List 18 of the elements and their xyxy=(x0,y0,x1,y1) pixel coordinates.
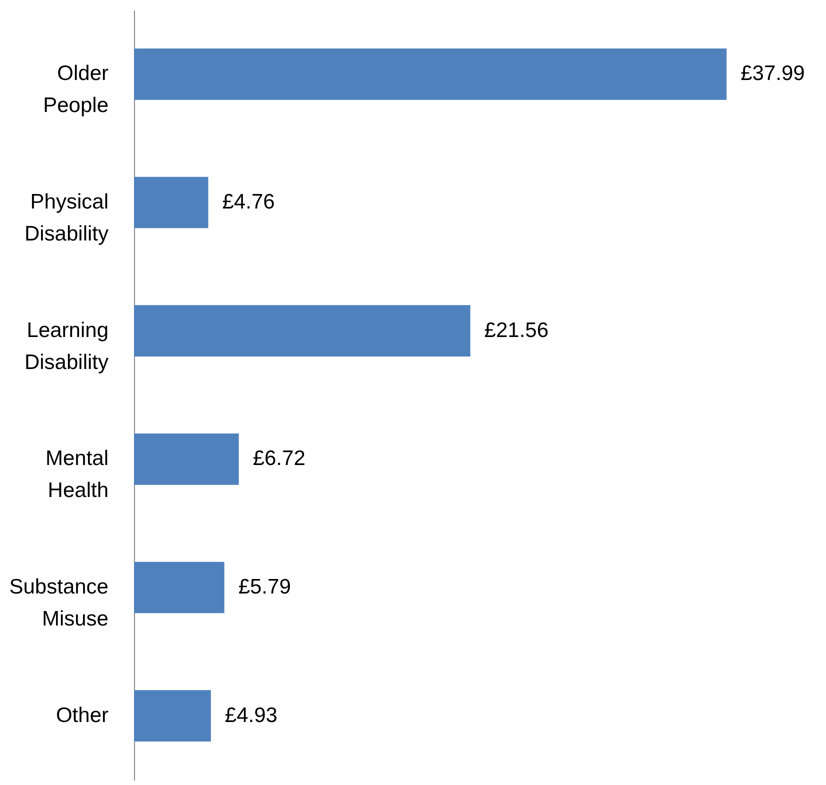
data-label: £37.99 xyxy=(740,62,805,86)
y-tick-label: Physical Disability xyxy=(24,190,109,246)
bar xyxy=(134,690,211,742)
bar xyxy=(134,434,239,485)
bar xyxy=(134,562,224,614)
bar xyxy=(134,305,470,356)
data-label: £4.93 xyxy=(224,704,278,727)
data-label: £21.56 xyxy=(484,318,549,342)
y-tick-label: Mental Health xyxy=(45,447,108,502)
data-label: £4.76 xyxy=(222,190,275,214)
data-label: £5.79 xyxy=(238,576,291,598)
y-tick-label: Other xyxy=(56,704,108,727)
y-tick-label: Learning Disability xyxy=(24,318,109,374)
bar xyxy=(134,48,727,100)
y-tick-label: Older People xyxy=(43,62,108,118)
data-label: £6.72 xyxy=(252,447,306,470)
bar xyxy=(134,176,208,228)
y-tick-label: Substance Misuse xyxy=(9,576,108,630)
